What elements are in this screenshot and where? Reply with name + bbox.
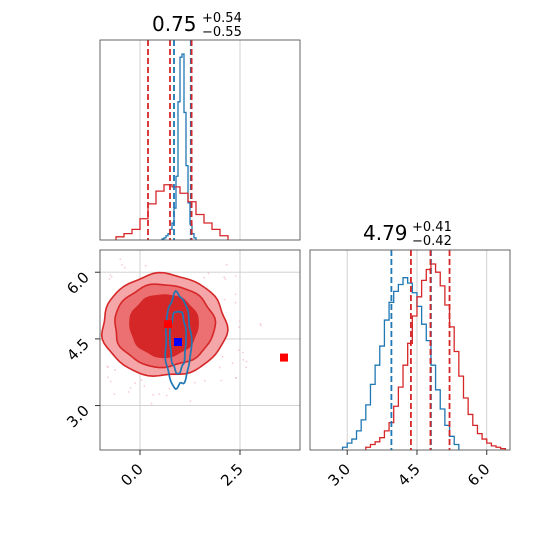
joint-sample-point — [121, 264, 123, 266]
joint-sample-point — [109, 380, 112, 383]
joint-sample-point — [237, 349, 240, 352]
joint-sample-point — [107, 366, 109, 369]
joint-y-tick-label: 6.0 — [63, 268, 93, 298]
joint-sample-point — [165, 394, 168, 397]
joint-sample-point — [203, 379, 206, 382]
joint-sample-point — [245, 360, 248, 363]
param2-x-tick-label: 3.0 — [324, 460, 354, 490]
param1-title-lower: −0.55 — [202, 25, 242, 40]
param2-x-tick-label: 4.5 — [394, 460, 424, 490]
param1-histograms — [115, 53, 229, 240]
joint-sample-point — [158, 393, 161, 396]
param2-x-tick-label: 6.0 — [464, 460, 494, 490]
param1-histogram-panel — [99, 39, 301, 241]
marker-blue — [174, 338, 182, 346]
joint-sample-point — [218, 366, 221, 369]
joint-sample-point — [238, 320, 241, 323]
marker-red — [164, 320, 172, 329]
joint-sample-point — [114, 368, 116, 371]
joint-x-tick-label: 0.0 — [117, 460, 147, 490]
joint-sample-point — [259, 324, 262, 327]
joint-frame — [99, 249, 301, 451]
blue-contour-level-2 — [168, 310, 187, 375]
joint-sample-point — [109, 274, 112, 277]
param2-x-ticks: 3.0 4.5 6.0 — [324, 450, 494, 490]
joint-sample-point — [238, 326, 240, 328]
joint-contour-panel: 0.0 2.5 3.0 4.5 6.0 — [63, 249, 301, 490]
joint-sample-point — [119, 258, 122, 261]
joint-sample-point — [129, 387, 132, 389]
joint-sample-point — [193, 381, 196, 384]
joint-sample-point — [108, 278, 111, 280]
joint-sample-point — [203, 276, 206, 279]
joint-sample-point — [127, 391, 130, 393]
joint-sample-point — [221, 355, 224, 358]
joint-sample-point — [140, 379, 143, 382]
joint-sample-point — [223, 298, 226, 301]
joint-sample-point — [245, 366, 247, 369]
joint-sample-point — [220, 379, 223, 382]
blue-contour-level-1 — [164, 289, 193, 390]
joint-contours — [100, 271, 229, 390]
joint-sample-point — [223, 276, 226, 279]
joint-sample-point — [189, 400, 192, 403]
param2-histogram-panel: 3.0 4.5 6.0 — [309, 249, 511, 490]
joint-sample-point — [242, 358, 245, 361]
joint-y-ticks: 3.0 4.5 6.0 — [63, 268, 100, 431]
joint-sample-point — [259, 323, 262, 325]
joint-sample-point — [224, 278, 227, 280]
joint-x-tick-label: 2.5 — [217, 460, 247, 490]
joint-sample-point — [234, 293, 237, 296]
param2-title-lower: −0.42 — [412, 234, 452, 249]
param2-quantile-lines — [390, 250, 451, 450]
joint-sample-point — [242, 351, 244, 354]
param1-histogram-red — [115, 184, 229, 240]
joint-sample-point — [107, 376, 109, 379]
joint-sample-point — [152, 393, 154, 396]
joint-y-tick-label: 4.5 — [63, 335, 93, 365]
joint-sample-point — [234, 301, 237, 304]
param1-quantile-lines — [147, 40, 193, 240]
param1-title-upper: +0.54 — [202, 11, 242, 26]
param2-histogram-blue — [341, 277, 460, 450]
joint-markers — [164, 320, 288, 362]
joint-sample-point — [144, 264, 147, 267]
param2-histogram-red — [365, 263, 506, 450]
param2-histograms — [341, 263, 506, 450]
joint-sample-point — [234, 275, 237, 277]
param2-title-upper: +0.41 — [412, 220, 452, 235]
joint-sample-point — [113, 393, 116, 396]
param1-frame — [99, 39, 301, 241]
joint-sample-point — [168, 387, 171, 390]
param1-title: 0.75 +0.54 −0.55 — [152, 11, 242, 40]
joint-sample-point — [143, 385, 146, 387]
joint-sample-point — [150, 402, 153, 405]
joint-sample-point — [225, 263, 228, 266]
joint-sample-point — [235, 377, 238, 379]
param2-grid — [346, 250, 488, 450]
joint-sample-point — [134, 382, 136, 385]
joint-sample-point — [110, 276, 113, 278]
joint-y-tick-label: 3.0 — [63, 402, 93, 432]
joint-sample-point — [124, 266, 126, 269]
param2-frame — [309, 249, 511, 451]
marker-red-outlier — [280, 353, 288, 362]
joint-x-ticks: 0.0 2.5 — [117, 450, 247, 490]
joint-sample-point — [207, 272, 210, 275]
param2-title-median: 4.79 — [363, 221, 408, 245]
param2-title: 4.79 +0.41 −0.42 — [363, 220, 452, 249]
param1-title-median: 0.75 — [152, 12, 197, 36]
param1-grid — [139, 40, 241, 240]
joint-sample-point — [231, 362, 234, 365]
joint-sample-points — [106, 258, 262, 405]
